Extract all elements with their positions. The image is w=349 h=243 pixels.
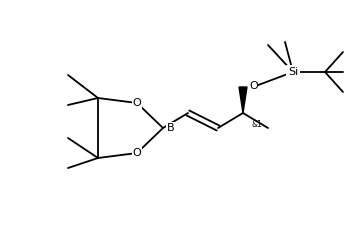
Text: O: O [249,81,258,91]
Text: O: O [133,148,141,158]
Text: &1: &1 [252,120,263,129]
Polygon shape [239,87,247,113]
Text: O: O [133,98,141,108]
Text: B: B [167,123,175,133]
Text: Si: Si [288,67,298,77]
